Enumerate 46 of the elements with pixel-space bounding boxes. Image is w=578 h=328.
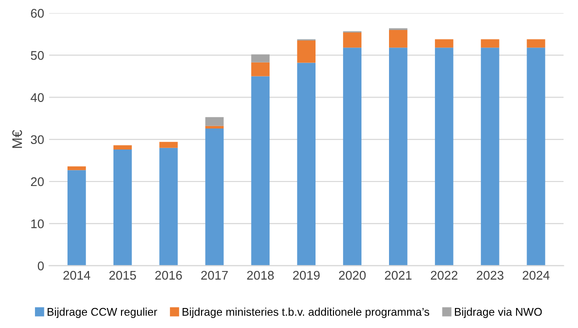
bar — [480, 39, 500, 48]
x-tick-label: 2017 — [201, 270, 228, 280]
bar — [389, 48, 408, 266]
legend-label: Bijdrage ministeries t.b.v. additionele programma’s — [182, 308, 430, 318]
x-tick-label: 2018 — [247, 270, 274, 280]
x-tick-label: 2024 — [522, 270, 550, 280]
y-tick-label: 10 — [31, 219, 44, 228]
bar — [526, 39, 546, 48]
bar — [68, 170, 86, 266]
bar — [251, 54, 270, 62]
bar — [343, 32, 362, 48]
y-tick-label: 0 — [38, 261, 44, 270]
bar — [251, 62, 270, 76]
bar — [205, 126, 224, 128]
y-tick-label: 30 — [30, 135, 44, 144]
y-tick-label: 60 — [31, 8, 44, 18]
bar — [297, 40, 316, 63]
x-tick-label: 2020 — [338, 270, 366, 280]
bar — [434, 39, 454, 48]
x-tick-label: 2019 — [293, 270, 320, 280]
bar — [389, 30, 408, 48]
x-tick-label: 2015 — [109, 270, 136, 280]
bar — [480, 48, 500, 266]
x-tick-label: 2016 — [155, 270, 182, 280]
bar — [68, 166, 86, 170]
bar — [159, 142, 178, 148]
legend-label: Bijdrage via NWO — [454, 308, 542, 318]
bar — [434, 48, 454, 266]
x-tick-label: 2022 — [430, 270, 458, 280]
bar — [113, 145, 132, 150]
bar — [113, 150, 132, 266]
bar — [251, 76, 270, 266]
x-tick-label: 2014 — [63, 270, 90, 280]
bar — [526, 48, 546, 266]
x-tick-label: 2021 — [384, 270, 412, 280]
bar — [159, 148, 178, 266]
x-tick-label: 2023 — [476, 270, 504, 280]
bar — [205, 128, 224, 266]
y-tick-label: 50 — [30, 51, 44, 60]
y-axis-title: M€ — [12, 130, 22, 148]
bar — [297, 62, 316, 266]
bar — [343, 48, 362, 266]
bar — [205, 117, 224, 126]
y-tick-label: 40 — [30, 93, 44, 102]
y-tick-label: 20 — [30, 177, 44, 186]
legend-label: Bijdrage CCW regulier — [48, 308, 158, 318]
